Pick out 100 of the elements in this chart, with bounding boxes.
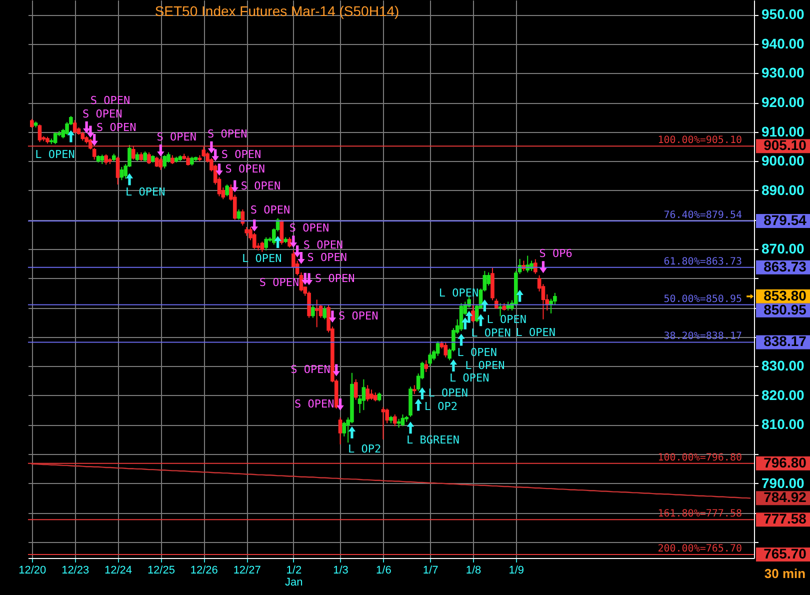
annotation: 50.00%=850.95 xyxy=(664,294,742,305)
candlestick xyxy=(158,156,163,170)
candlestick xyxy=(143,150,147,162)
data-label: L OPEN xyxy=(125,185,166,198)
y-tick-label: 820.00 xyxy=(762,386,805,403)
candlestick xyxy=(322,306,327,320)
candlestick xyxy=(354,378,358,400)
x-tick-label: 12/27 xyxy=(233,564,261,576)
annotation: 100.00%=905.10 xyxy=(658,135,742,146)
candlestick xyxy=(72,120,77,134)
data-label: S OPEN xyxy=(303,238,344,252)
annotation: 38.20%=838.17 xyxy=(664,331,742,342)
data-label: L OPEN xyxy=(516,326,556,339)
point xyxy=(746,294,754,299)
data-label: S OPEN xyxy=(96,120,136,134)
line-series xyxy=(31,463,751,499)
annotation: 200.00%=765.70 xyxy=(658,543,742,554)
candlestick xyxy=(444,342,448,358)
data-label: L OPEN xyxy=(428,386,468,400)
candlestick xyxy=(486,272,490,286)
candlestick xyxy=(280,219,284,246)
data-label: S OPEN xyxy=(207,127,248,140)
y-tick-label: 870.00 xyxy=(762,240,805,256)
data-label: L OPEN xyxy=(449,372,490,385)
candlestick xyxy=(366,384,370,402)
candlestick xyxy=(471,304,475,323)
data-label: S OPEN xyxy=(289,222,330,235)
ref-line-label: 863.73 xyxy=(764,258,807,274)
data-label: S OPEN xyxy=(156,130,196,144)
annotation: 100.00%=796.80 xyxy=(658,452,742,464)
ref-line-label: 777.58 xyxy=(764,510,807,527)
candlestick xyxy=(534,258,538,274)
candlestick xyxy=(393,414,397,427)
candlestick xyxy=(338,416,342,445)
data-label: L OPEN xyxy=(242,252,282,265)
data-label: S OPEN xyxy=(221,148,262,162)
data-label: S OPEN xyxy=(250,204,290,217)
data-label: S OP6 xyxy=(539,247,572,260)
x-tick-label: 12/24 xyxy=(104,564,132,576)
candlestick xyxy=(147,152,151,165)
data-label: S OPEN xyxy=(307,251,347,264)
ref-line-label: 838.17 xyxy=(764,333,807,350)
y-tick-label: 830.00 xyxy=(762,358,805,374)
candlestick xyxy=(162,154,167,169)
candlestick xyxy=(264,236,268,251)
annotation: 61.80%=863.73 xyxy=(664,256,742,268)
data-label: S OPEN xyxy=(90,94,130,108)
y-tick-label: 890.00 xyxy=(762,182,805,198)
x-tick-label: 1/6 xyxy=(376,564,392,576)
candlestick xyxy=(400,414,405,427)
data-label: L OPEN xyxy=(457,346,498,359)
candlestick xyxy=(38,124,42,143)
ref-line-label: 850.95 xyxy=(764,301,807,318)
candlestick xyxy=(436,340,440,356)
candlestick xyxy=(459,302,464,332)
candlestick xyxy=(186,155,190,166)
data-label: S OPEN xyxy=(225,162,266,176)
annotation: 161.80%=777.58 xyxy=(658,508,742,520)
candlestick xyxy=(100,154,104,165)
candlestick xyxy=(381,406,386,440)
x-tick-label: 12/23 xyxy=(62,564,90,576)
data-label: L OP2 xyxy=(424,400,458,413)
data-label: L OPEN xyxy=(465,358,505,372)
data-label: L BGREEN xyxy=(406,434,460,447)
x-tick-label: 12/20 xyxy=(18,564,46,576)
data-label: S OPEN xyxy=(290,363,330,376)
ref-line-label: 905.10 xyxy=(764,137,807,154)
candlestick xyxy=(288,236,292,248)
candlestick xyxy=(236,208,241,220)
candlestick xyxy=(53,132,58,145)
x-tick-label: 1/2 Jan xyxy=(285,564,303,588)
text: 30 min xyxy=(764,566,806,581)
candlestick xyxy=(311,304,315,318)
annotation: 76.40%=879.54 xyxy=(664,210,742,222)
candlestick xyxy=(104,154,108,166)
data-label: 853.80 xyxy=(764,287,807,304)
data-label: L OP2 xyxy=(348,442,382,456)
x-tick-label: 12/25 xyxy=(147,564,175,576)
y-tick-label: 810.00 xyxy=(762,416,805,432)
candlestick xyxy=(428,352,432,367)
candlestick xyxy=(154,156,159,168)
x-tick-label: 1/3 xyxy=(333,564,348,576)
data-label: S OPEN xyxy=(82,107,122,120)
x-tick-label: 1/7 xyxy=(422,564,438,576)
data-label: S OPEN xyxy=(240,179,281,192)
candlestick xyxy=(225,184,229,197)
y-tick-label: 900.00 xyxy=(762,152,805,169)
chart-title: SET50 Index Futures Mar-14 (S50H14) xyxy=(154,3,400,19)
y-tick-label: 920.00 xyxy=(762,94,805,110)
data-label: S OPEN xyxy=(294,398,334,411)
x-tick-label: 1/9 xyxy=(508,564,524,576)
candlestick xyxy=(498,302,502,317)
candlestick xyxy=(120,166,124,181)
data-label: L OPEN xyxy=(35,148,75,162)
candlestick xyxy=(526,255,530,273)
candlestick xyxy=(116,156,120,186)
candlestick xyxy=(307,290,311,318)
candlestick xyxy=(424,360,428,372)
data-label: L OPEN xyxy=(471,326,511,340)
data-label: L OPEN xyxy=(486,313,527,326)
